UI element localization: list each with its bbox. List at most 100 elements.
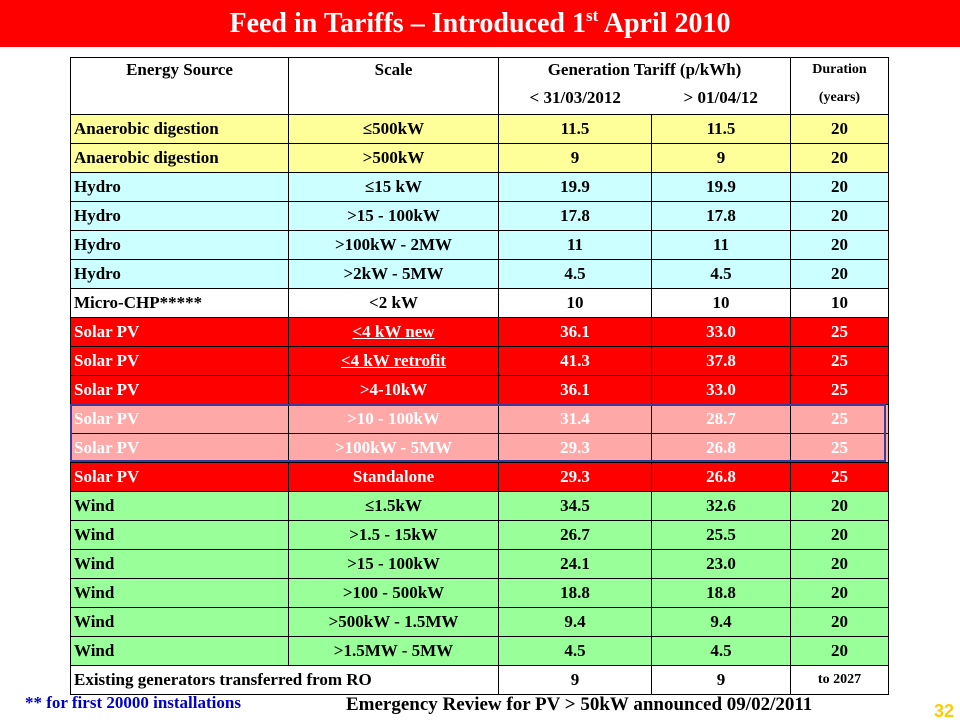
scale-cell: ≤500kW bbox=[288, 114, 499, 144]
table-row: Solar PV Standalone 29.3 26.8 25 bbox=[70, 462, 889, 492]
subheader-row: < 31/03/2012 > 01/04/12 (years) bbox=[71, 86, 889, 115]
tariff-after-cell: 11 bbox=[651, 230, 791, 260]
header-duration-unit: (years) bbox=[790, 86, 889, 115]
tariff-before-cell: 9 bbox=[498, 143, 652, 173]
tariff-before-cell: 4.5 bbox=[498, 636, 652, 666]
tariff-before-cell: 17.8 bbox=[498, 201, 652, 231]
tariff-after-cell: 11.5 bbox=[651, 114, 791, 144]
emergency-review-note: Emergency Review for PV > 50kW announced… bbox=[346, 694, 813, 715]
table-row: Anaerobic digestion >500kW 9 9 20 bbox=[70, 143, 889, 173]
duration-cell: 20 bbox=[790, 491, 889, 521]
header-scale: Scale bbox=[288, 57, 499, 115]
table-row: Micro-CHP***** <2 kW 10 10 10 bbox=[70, 288, 889, 318]
tariff-before-cell: 9.4 bbox=[498, 607, 652, 637]
scale-text: <4 kW retrofit bbox=[340, 351, 447, 370]
tariff-after-cell: 19.9 bbox=[651, 172, 791, 202]
source-cell: Solar PV bbox=[70, 404, 289, 434]
scale-cell: >10 - 100kW bbox=[288, 404, 499, 434]
source-cell: Wind bbox=[70, 578, 289, 608]
tariff-before-cell: 36.1 bbox=[498, 375, 652, 405]
source-cell: Hydro bbox=[70, 201, 289, 231]
duration-cell: 20 bbox=[790, 143, 889, 173]
tariff-before-cell: 29.3 bbox=[498, 462, 652, 492]
tariff-after-cell: 37.8 bbox=[651, 346, 791, 376]
tariff-before-cell: 26.7 bbox=[498, 520, 652, 550]
slide-title: Feed in Tariffs – Introduced 1st April 2… bbox=[0, 0, 960, 47]
scale-cell: <4 kW new bbox=[288, 317, 499, 347]
duration-cell: 25 bbox=[790, 433, 889, 463]
duration-cell: 20 bbox=[790, 549, 889, 579]
tariff-after-cell: 9.4 bbox=[651, 607, 791, 637]
tariff-before-cell: 18.8 bbox=[498, 578, 652, 608]
duration-cell: 20 bbox=[790, 636, 889, 666]
header-generation-tariff: Generation Tariff (p/kWh) bbox=[498, 57, 791, 86]
duration-cell: 20 bbox=[790, 259, 889, 289]
table-row: Anaerobic digestion ≤500kW 11.5 11.5 20 bbox=[70, 114, 889, 144]
tariff-before-cell: 24.1 bbox=[498, 549, 652, 579]
duration-cell: 10 bbox=[790, 288, 889, 318]
duration-cell: 20 bbox=[790, 230, 889, 260]
duration-cell: 25 bbox=[790, 375, 889, 405]
source-cell: Solar PV bbox=[70, 462, 289, 492]
header-row: Energy Source Scale Generation Tariff (p… bbox=[70, 57, 889, 115]
tariff-before-cell: 19.9 bbox=[498, 172, 652, 202]
scale-text: <4 kW new bbox=[352, 322, 435, 341]
duration-cell: 25 bbox=[790, 404, 889, 434]
tariff-before-cell: 34.5 bbox=[498, 491, 652, 521]
tariff-after-cell: 17.8 bbox=[651, 201, 791, 231]
table-row: Hydro >100kW - 2MW 11 11 20 bbox=[70, 230, 889, 260]
duration-cell: 20 bbox=[790, 114, 889, 144]
tariff-after-cell: 4.5 bbox=[651, 636, 791, 666]
source-cell: Wind bbox=[70, 636, 289, 666]
tariff-after-cell: 28.7 bbox=[651, 404, 791, 434]
scale-cell: >4-10kW bbox=[288, 375, 499, 405]
table-row: Solar PV >10 - 100kW 31.4 28.7 25 bbox=[70, 404, 889, 434]
table-row: Solar PV >4-10kW 36.1 33.0 25 bbox=[70, 375, 889, 405]
source-cell: Wind bbox=[70, 607, 289, 637]
footnote-installations: ** for first 20000 installations bbox=[25, 693, 241, 712]
table-row: Wind >100 - 500kW 18.8 18.8 20 bbox=[70, 578, 889, 608]
table-row: Hydro >15 - 100kW 17.8 17.8 20 bbox=[70, 201, 889, 231]
header-after: > 01/04/12 bbox=[651, 86, 791, 115]
tariff-before-cell: 36.1 bbox=[498, 317, 652, 347]
scale-cell: >1.5 - 15kW bbox=[288, 520, 499, 550]
tariff-after-cell: 18.8 bbox=[651, 578, 791, 608]
header-duration: Duration bbox=[790, 57, 889, 86]
source-cell: Solar PV bbox=[70, 375, 289, 405]
table-row: Solar PV <4 kW retrofit 41.3 37.8 25 bbox=[70, 346, 889, 376]
table-row: Wind ≤1.5kW 34.5 32.6 20 bbox=[70, 491, 889, 521]
duration-cell: 20 bbox=[790, 201, 889, 231]
header-before: < 31/03/2012 bbox=[498, 86, 652, 115]
table-row: Wind >500kW - 1.5MW 9.4 9.4 20 bbox=[70, 607, 889, 637]
tariff-before-cell: 10 bbox=[498, 288, 652, 318]
duration-cell: 25 bbox=[790, 317, 889, 347]
tariff-before-cell: 11.5 bbox=[498, 114, 652, 144]
tariff-table: Energy Source Scale Generation Tariff (p… bbox=[70, 57, 889, 695]
tariff-after-cell: 26.8 bbox=[651, 462, 791, 492]
source-cell: Hydro bbox=[70, 172, 289, 202]
duration-cell: 20 bbox=[790, 578, 889, 608]
table-body: Anaerobic digestion ≤500kW 11.5 11.5 20 Anaer… bbox=[70, 114, 889, 695]
title-rest: April 2010 bbox=[598, 8, 731, 39]
scale-cell: <2 kW bbox=[288, 288, 499, 318]
tariff-after-cell: 9 bbox=[651, 665, 791, 695]
duration-cell: to 2027 bbox=[790, 665, 889, 695]
source-cell: Solar PV bbox=[70, 433, 289, 463]
tariff-after-cell: 32.6 bbox=[651, 491, 791, 521]
tariff-after-cell: 9 bbox=[651, 143, 791, 173]
scale-cell: >100 - 500kW bbox=[288, 578, 499, 608]
tariff-before-cell: 11 bbox=[498, 230, 652, 260]
scale-cell: >100kW - 5MW bbox=[288, 433, 499, 463]
tariff-before-cell: 9 bbox=[498, 665, 652, 695]
duration-cell: 25 bbox=[790, 462, 889, 492]
tariff-after-cell: 10 bbox=[651, 288, 791, 318]
tariff-before-cell: 41.3 bbox=[498, 346, 652, 376]
scale-cell: >1.5MW - 5MW bbox=[288, 636, 499, 666]
source-cell: Hydro bbox=[70, 259, 289, 289]
source-cell: Anaerobic digestion bbox=[70, 114, 289, 144]
scale-cell: >15 - 100kW bbox=[288, 549, 499, 579]
duration-cell: 20 bbox=[790, 607, 889, 637]
scale-cell: >2kW - 5MW bbox=[288, 259, 499, 289]
slide-number: 32 bbox=[934, 701, 955, 721]
table-row: Solar PV >100kW - 5MW 29.3 26.8 25 bbox=[70, 433, 889, 463]
